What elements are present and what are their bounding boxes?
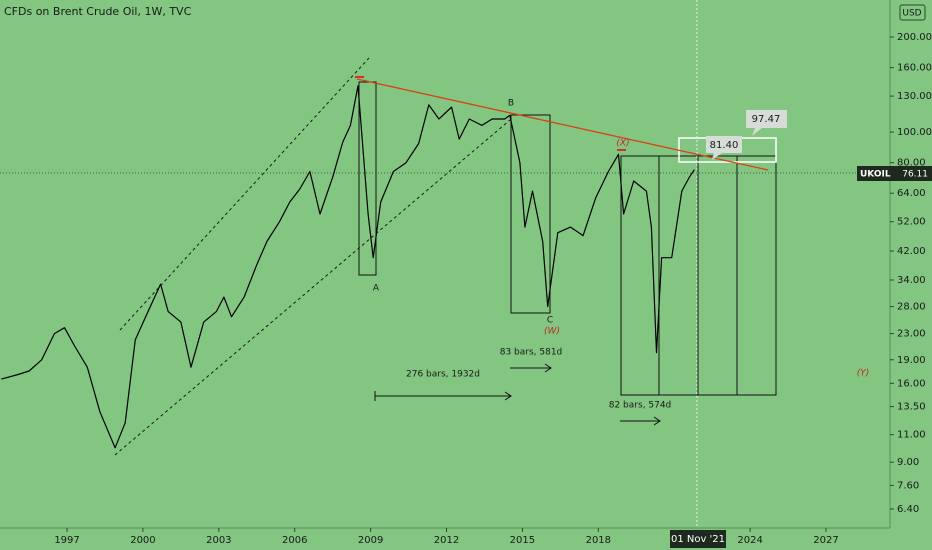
range-label: 82 bars, 574d — [609, 401, 672, 411]
x-tick-label: 2009 — [358, 535, 383, 546]
plot: A B C (W) (X) (Y) 276 bars, 1932d 83 bar… — [0, 0, 890, 528]
y-tick-label: 23.00 — [897, 329, 926, 340]
y-tick-label: 16.00 — [897, 378, 926, 389]
channel-upper — [119, 57, 370, 331]
y-tick-label: 160.00 — [897, 63, 932, 74]
y-tick-label: 64.00 — [897, 188, 926, 199]
y-tick-label: 200.00 — [897, 32, 932, 43]
y-tick-label: 6.40 — [897, 504, 919, 515]
price-box — [857, 166, 932, 181]
y-tick-label: 7.60 — [897, 480, 919, 491]
x-tick-label: 2006 — [282, 535, 307, 546]
y-tick-label: 100.00 — [897, 127, 932, 138]
x-tick-label: 2003 — [206, 535, 231, 546]
y-tick-label: 34.00 — [897, 275, 926, 286]
x-tick-label: 2027 — [813, 535, 838, 546]
currency-box — [899, 4, 926, 21]
callout-label: 97.47 — [752, 114, 781, 125]
y-tick-label: 28.00 — [897, 302, 926, 313]
range-arrow — [653, 416, 661, 426]
box — [736, 155, 777, 396]
wave-label: A — [373, 284, 380, 294]
x-tick-label: 2018 — [586, 535, 611, 546]
y-tick-label: 52.00 — [897, 217, 926, 228]
y-tick-label: 13.50 — [897, 402, 926, 413]
y-tick-label: 42.00 — [897, 246, 926, 257]
wave-label: (X) — [616, 139, 629, 149]
channel-lower — [114, 119, 511, 456]
range-arrow — [504, 391, 512, 401]
callout-label: 81.40 — [710, 140, 739, 151]
y-tick-label: 9.00 — [897, 457, 919, 468]
x-tick-label: 2000 — [130, 535, 155, 546]
callout — [706, 136, 742, 160]
x-tick-label: 2012 — [434, 535, 459, 546]
range-arrow — [544, 363, 552, 373]
range-label: 276 bars, 1932d — [406, 370, 480, 380]
trend-line — [356, 78, 769, 171]
y-tick-label: 11.00 — [897, 430, 926, 441]
currency: USD — [902, 9, 921, 19]
box — [358, 81, 377, 276]
wave-label: (W) — [544, 327, 560, 337]
y-tick-label: 130.00 — [897, 91, 932, 102]
chart-title: CFDs on Brent Crude Oil, 1W, TVC — [4, 5, 192, 18]
wave-label: C — [547, 316, 553, 326]
x-tick-label: 1997 — [54, 535, 79, 546]
box — [510, 114, 551, 314]
crosshair-box — [670, 530, 726, 548]
last-price: 76.11 — [902, 170, 928, 180]
price-line-series — [1, 85, 695, 449]
x-tick-label: 2024 — [737, 535, 762, 546]
y-tick-label: 19.00 — [897, 355, 926, 366]
wave-label: (Y) — [857, 369, 870, 379]
wave-label: B — [508, 99, 514, 109]
callout — [746, 110, 787, 136]
crosshair-label: 01 Nov '21 — [671, 534, 725, 545]
y-tick-label: 80.00 — [897, 158, 926, 169]
series-name: UKOIL — [860, 170, 891, 180]
range-label: 83 bars, 581d — [500, 348, 563, 358]
x-tick-label: 2015 — [510, 535, 535, 546]
